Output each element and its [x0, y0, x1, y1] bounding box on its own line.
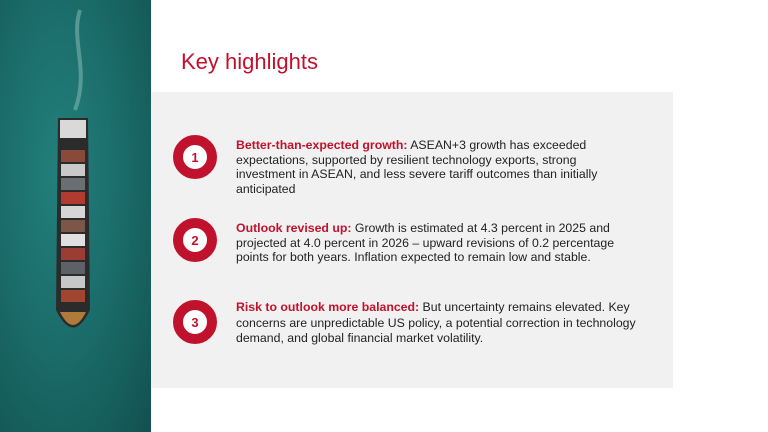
- highlight-body: But uncertainty remains elevated. Key co…: [236, 300, 636, 345]
- cargo-ship-photo: [0, 0, 151, 432]
- number-badge: 3: [173, 300, 217, 344]
- highlights-panel: 1 Better-than-expected growth: ASEAN+3 g…: [151, 92, 673, 388]
- number-badge: 2: [173, 218, 217, 262]
- number-label: 2: [191, 232, 199, 248]
- highlight-lead: Outlook revised up:: [236, 221, 352, 235]
- highlight-text: Risk to outlook more balanced: But uncer…: [236, 300, 636, 347]
- highlight-lead: Better-than-expected growth:: [236, 138, 408, 152]
- highlight-lead: Risk to outlook more balanced:: [236, 300, 420, 314]
- number-badge: 1: [173, 135, 217, 179]
- highlight-text: Better-than-expected growth: ASEAN+3 gro…: [236, 138, 636, 196]
- number-label: 3: [191, 314, 199, 330]
- number-label: 1: [191, 149, 199, 165]
- page-title: Key highlights: [181, 49, 318, 74]
- highlight-body: Growth is estimated at 4.3 percent in 20…: [236, 221, 615, 265]
- highlight-body: ASEAN+3 growth has exceeded expectations…: [236, 138, 598, 196]
- highlight-text: Outlook revised up: Growth is estimated …: [236, 221, 636, 265]
